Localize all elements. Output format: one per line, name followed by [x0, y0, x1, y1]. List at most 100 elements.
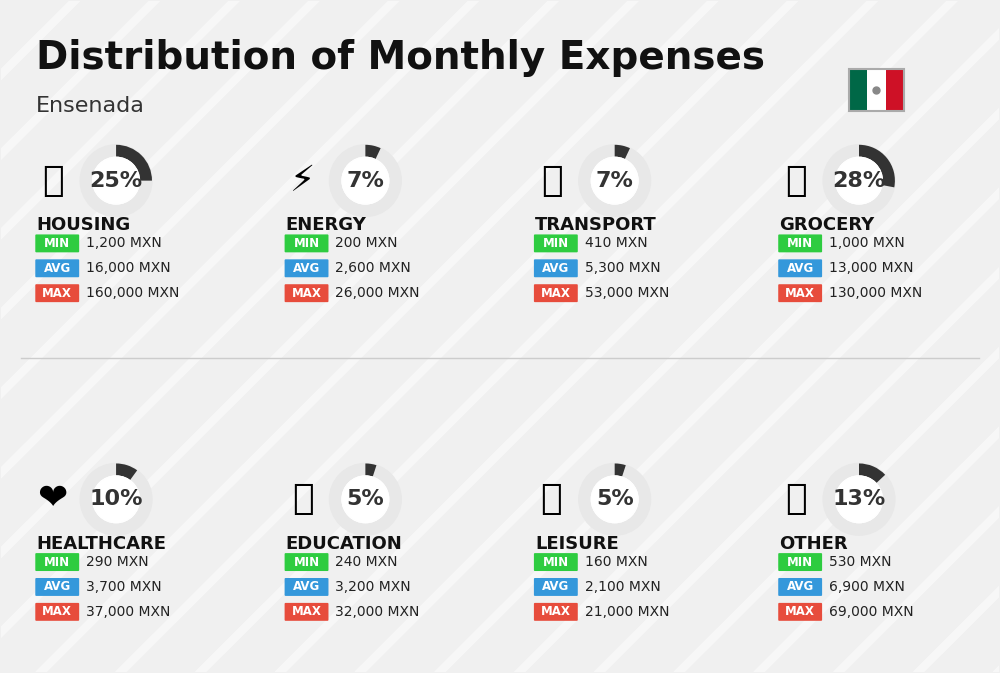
- Text: MAX: MAX: [292, 287, 321, 299]
- Text: ❤️: ❤️: [38, 483, 68, 516]
- Text: MAX: MAX: [42, 605, 72, 618]
- Text: 26,000 MXN: 26,000 MXN: [335, 286, 420, 300]
- Text: 🛒: 🛒: [785, 164, 807, 198]
- Text: 130,000 MXN: 130,000 MXN: [829, 286, 922, 300]
- FancyBboxPatch shape: [534, 234, 578, 252]
- Circle shape: [80, 145, 152, 217]
- Circle shape: [823, 464, 895, 535]
- Text: MAX: MAX: [292, 605, 321, 618]
- Text: MAX: MAX: [785, 605, 815, 618]
- Text: 160,000 MXN: 160,000 MXN: [86, 286, 180, 300]
- FancyBboxPatch shape: [285, 284, 328, 302]
- Circle shape: [329, 145, 401, 217]
- Wedge shape: [615, 464, 626, 477]
- Text: 6,900 MXN: 6,900 MXN: [829, 580, 905, 594]
- Text: MIN: MIN: [543, 237, 569, 250]
- Text: 10%: 10%: [89, 489, 143, 509]
- Text: AVG: AVG: [44, 580, 71, 594]
- Text: 16,000 MXN: 16,000 MXN: [86, 261, 171, 275]
- Circle shape: [342, 476, 389, 523]
- Wedge shape: [615, 145, 630, 160]
- Text: TRANSPORT: TRANSPORT: [535, 217, 657, 234]
- Circle shape: [342, 476, 389, 523]
- FancyBboxPatch shape: [849, 69, 867, 111]
- FancyBboxPatch shape: [285, 234, 328, 252]
- Wedge shape: [116, 464, 137, 481]
- FancyBboxPatch shape: [778, 578, 822, 596]
- Circle shape: [329, 464, 401, 535]
- Text: 5,300 MXN: 5,300 MXN: [585, 261, 660, 275]
- Circle shape: [342, 157, 389, 204]
- Wedge shape: [365, 464, 376, 477]
- Circle shape: [836, 157, 882, 204]
- Text: 32,000 MXN: 32,000 MXN: [335, 605, 420, 619]
- Circle shape: [823, 145, 895, 217]
- Text: LEISURE: LEISURE: [535, 535, 619, 553]
- Text: OTHER: OTHER: [779, 535, 848, 553]
- Text: AVG: AVG: [44, 262, 71, 275]
- Text: 25%: 25%: [90, 171, 143, 190]
- Text: 69,000 MXN: 69,000 MXN: [829, 605, 914, 619]
- FancyBboxPatch shape: [35, 234, 79, 252]
- Text: 160 MXN: 160 MXN: [585, 555, 648, 569]
- Text: 🏢: 🏢: [42, 164, 64, 198]
- Text: MIN: MIN: [543, 556, 569, 569]
- Text: 2,100 MXN: 2,100 MXN: [585, 580, 661, 594]
- FancyBboxPatch shape: [867, 69, 886, 111]
- FancyBboxPatch shape: [886, 69, 904, 111]
- Text: 🛍️: 🛍️: [541, 483, 563, 516]
- Text: MAX: MAX: [42, 287, 72, 299]
- Text: MIN: MIN: [787, 556, 813, 569]
- Text: 🚌: 🚌: [541, 164, 563, 198]
- Circle shape: [836, 157, 882, 204]
- Circle shape: [591, 476, 638, 523]
- Text: 1,000 MXN: 1,000 MXN: [829, 236, 905, 250]
- Text: MIN: MIN: [293, 237, 320, 250]
- Circle shape: [836, 476, 882, 523]
- Text: MIN: MIN: [44, 237, 70, 250]
- FancyBboxPatch shape: [285, 259, 328, 277]
- Circle shape: [591, 476, 638, 523]
- Text: ENERGY: ENERGY: [286, 217, 366, 234]
- Text: AVG: AVG: [293, 580, 320, 594]
- FancyBboxPatch shape: [285, 578, 328, 596]
- Text: 5%: 5%: [596, 489, 634, 509]
- Text: 200 MXN: 200 MXN: [335, 236, 398, 250]
- Circle shape: [836, 476, 882, 523]
- Text: MAX: MAX: [541, 605, 571, 618]
- FancyBboxPatch shape: [285, 603, 328, 621]
- Text: HOUSING: HOUSING: [36, 217, 131, 234]
- Circle shape: [579, 464, 651, 535]
- Wedge shape: [859, 145, 895, 187]
- Text: AVG: AVG: [542, 262, 569, 275]
- Text: 410 MXN: 410 MXN: [585, 236, 647, 250]
- FancyBboxPatch shape: [35, 578, 79, 596]
- FancyBboxPatch shape: [534, 553, 578, 571]
- Text: MIN: MIN: [293, 556, 320, 569]
- Text: Ensenada: Ensenada: [36, 96, 145, 116]
- Text: 13,000 MXN: 13,000 MXN: [829, 261, 914, 275]
- Text: 5%: 5%: [347, 489, 384, 509]
- Text: MAX: MAX: [785, 287, 815, 299]
- Text: 💰: 💰: [785, 483, 807, 516]
- Text: EDUCATION: EDUCATION: [286, 535, 402, 553]
- Text: AVG: AVG: [293, 262, 320, 275]
- FancyBboxPatch shape: [534, 578, 578, 596]
- Wedge shape: [116, 145, 152, 180]
- Wedge shape: [859, 464, 885, 483]
- Circle shape: [591, 157, 638, 204]
- Circle shape: [93, 157, 139, 204]
- Text: 13%: 13%: [832, 489, 886, 509]
- Text: 37,000 MXN: 37,000 MXN: [86, 605, 171, 619]
- Text: 🎓: 🎓: [292, 483, 313, 516]
- Text: 53,000 MXN: 53,000 MXN: [585, 286, 669, 300]
- FancyBboxPatch shape: [778, 259, 822, 277]
- FancyBboxPatch shape: [35, 259, 79, 277]
- Text: HEALTHCARE: HEALTHCARE: [36, 535, 166, 553]
- Text: 7%: 7%: [596, 171, 634, 190]
- Text: MIN: MIN: [44, 556, 70, 569]
- FancyBboxPatch shape: [778, 603, 822, 621]
- Wedge shape: [365, 145, 381, 160]
- Circle shape: [579, 145, 651, 217]
- Circle shape: [591, 157, 638, 204]
